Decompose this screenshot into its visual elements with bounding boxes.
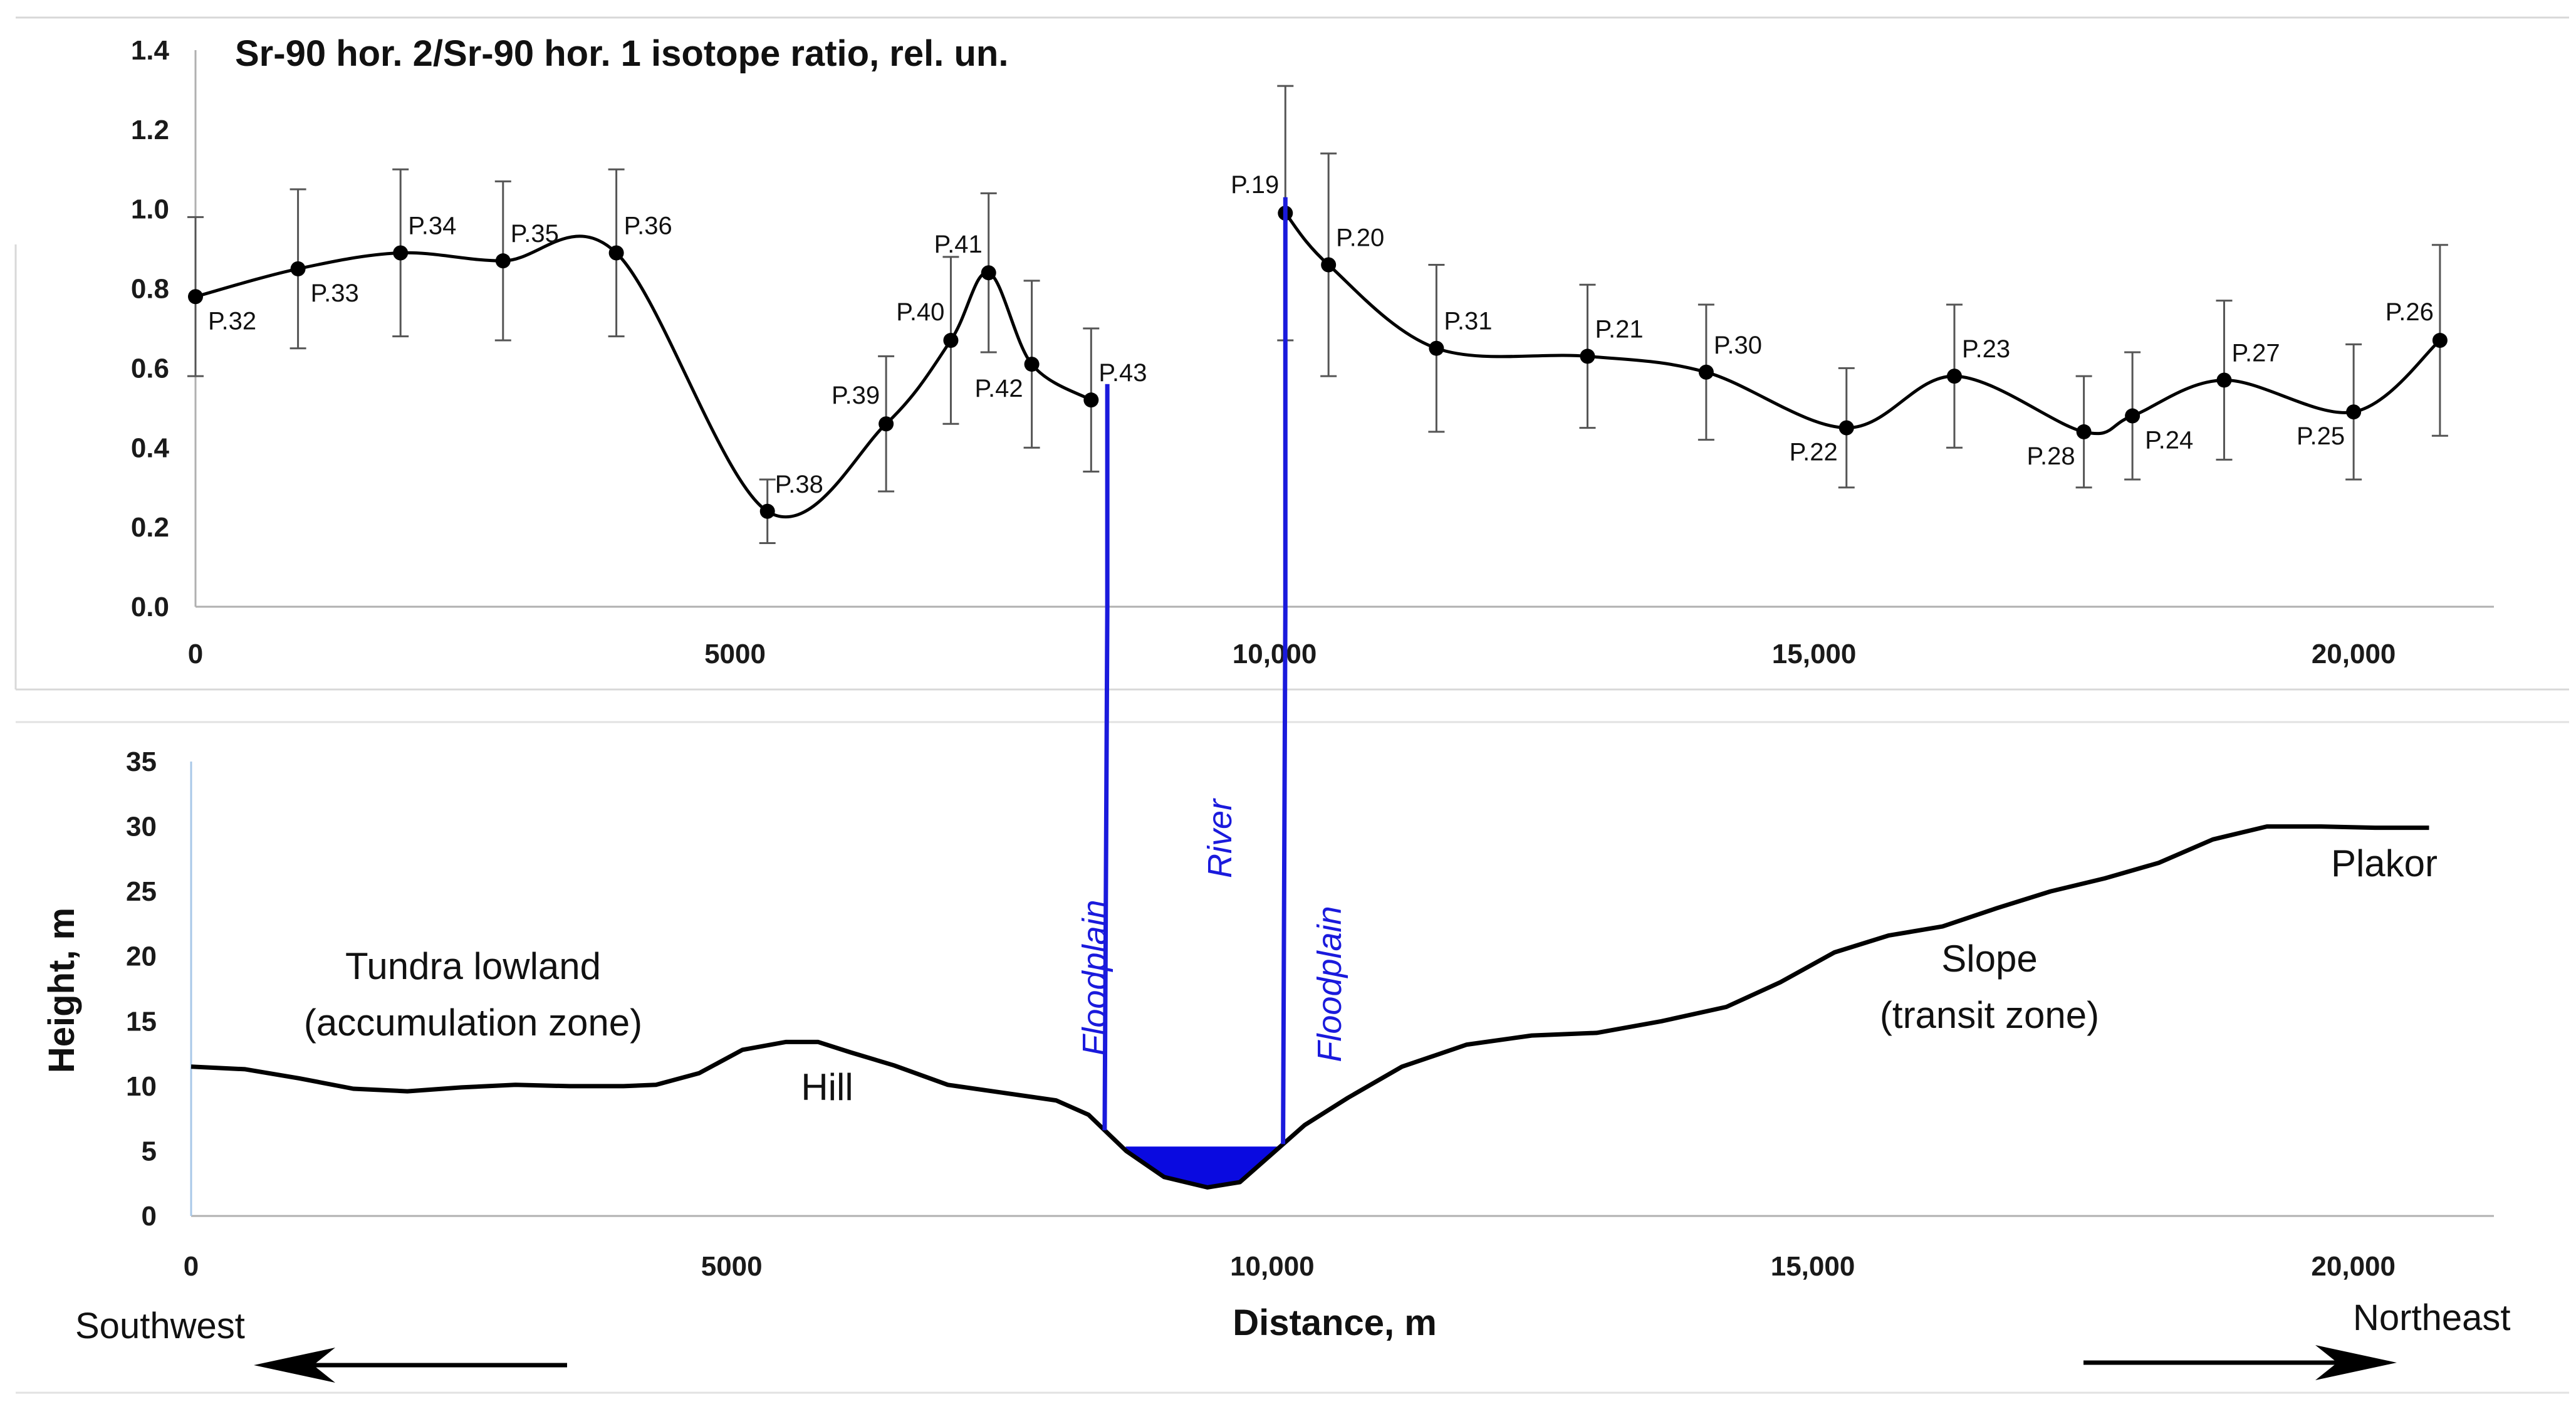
data-point	[1946, 369, 1962, 384]
data-point	[879, 416, 894, 432]
height-y-tick-label: 0	[142, 1201, 157, 1232]
top-y-tick-label: 0.4	[131, 432, 170, 463]
sample-point-label: P.36	[624, 212, 672, 239]
top-x-tick-label: 10,000	[1233, 639, 1317, 669]
data-point	[188, 289, 203, 305]
sample-point-label: P.32	[208, 307, 256, 335]
floodplain-boundaries	[1102, 197, 1288, 1145]
floodplain-boundary-line	[1102, 384, 1110, 1131]
sample-point-label: P.28	[2026, 443, 2075, 470]
distance-x-tick-label: 20,000	[2311, 1251, 2396, 1282]
sample-point-label: P.40	[896, 298, 944, 326]
sample-point-label: P.23	[1962, 335, 2010, 363]
data-point	[1580, 348, 1595, 364]
sample-point-label: P.26	[2386, 298, 2434, 326]
data-point	[1698, 364, 1714, 380]
sample-point-labels: P.32 P.33 P.34 P.35 P.36 P.38 P.39 P.40 P.41 P.42…	[208, 171, 2434, 498]
top-y-tick-label: 1.0	[131, 194, 169, 225]
height-y-tick-label: 5	[142, 1136, 157, 1166]
floodplain-right-label: Floodplain	[1311, 906, 1348, 1062]
southwest-arrow	[254, 1348, 567, 1383]
data-point	[2346, 404, 2362, 420]
data-point	[495, 253, 511, 269]
height-y-tick-label: 25	[126, 876, 157, 907]
top-x-tick-label: 5000	[704, 639, 766, 669]
sample-point-label: P.42	[974, 375, 1023, 402]
data-point	[1083, 392, 1099, 408]
sample-point-label: P.34	[408, 212, 456, 239]
top-y-tick-label: 1.4	[131, 35, 170, 66]
top-x-tick-label: 0	[188, 639, 203, 669]
sample-point-label: P.19	[1231, 171, 1279, 199]
distance-x-tick-label: 15,000	[1771, 1251, 1855, 1282]
data-point	[943, 333, 959, 348]
distance-x-tick-label: 10,000	[1230, 1251, 1315, 1282]
data-point	[2125, 408, 2141, 424]
sample-point-label: P.20	[1336, 224, 1384, 252]
top-x-tick-label: 15,000	[1772, 639, 1857, 669]
distance-x-tick-label: 0	[184, 1251, 199, 1282]
slope-label: Slope	[1941, 938, 2037, 980]
data-point	[1838, 420, 1854, 436]
top-x-tick-labels: 0 5000 10,000 15,000 20,000	[188, 639, 2396, 669]
northeast-label: Northeast	[2353, 1297, 2510, 1338]
data-point	[981, 265, 996, 281]
isotope-ratio-points	[188, 206, 2448, 519]
top-y-tick-label: 0.6	[131, 353, 169, 384]
data-point	[1321, 257, 1337, 273]
height-y-tick-label: 20	[126, 941, 157, 972]
sample-point-label: P.43	[1098, 359, 1147, 387]
height-y-tick-label: 15	[126, 1006, 157, 1037]
data-point	[608, 245, 624, 261]
sample-point-label: P.24	[2145, 427, 2193, 454]
sample-point-label: P.21	[1595, 315, 1643, 343]
top-y-tick-label: 1.2	[131, 115, 169, 145]
top-panel: Sr-90 hor. 2/Sr-90 hor. 1 isotope ratio,…	[14, 16, 2569, 691]
sample-point-label: P.39	[832, 382, 880, 409]
data-point	[1429, 340, 1444, 356]
terrain-profile-line	[190, 824, 2429, 1190]
distance-x-tick-label: 5000	[701, 1251, 763, 1282]
transit-zone-label: (transit zone)	[1880, 994, 2099, 1036]
sample-point-label: P.35	[511, 220, 559, 248]
northeast-arrow	[2083, 1345, 2397, 1380]
distance-axis-label: Distance, m	[1233, 1302, 1437, 1343]
southwest-label: Southwest	[75, 1306, 245, 1346]
sample-point-label: P.30	[1714, 332, 1762, 359]
top-y-tick-label: 0.8	[131, 274, 169, 305]
top-y-tick-label: 0.0	[131, 592, 169, 622]
tundra-lowland-label: Tundra lowland	[345, 945, 601, 987]
data-point	[2076, 424, 2092, 439]
isotope-chart-title: Sr-90 hor. 2/Sr-90 hor. 1 isotope ratio,…	[235, 33, 1008, 74]
top-y-tick-labels: 0.0 0.2 0.4 0.6 0.8 1.0 1.2 1.4	[131, 35, 170, 622]
floodplain-boundary-line	[1281, 197, 1288, 1145]
height-y-tick-label: 10	[126, 1071, 157, 1102]
sample-point-label: P.41	[934, 231, 983, 258]
sample-point-label: P.33	[311, 280, 359, 307]
plakor-label: Plakor	[2331, 842, 2438, 884]
sample-point-label: P.31	[1444, 308, 1492, 335]
height-y-tick-label: 30	[126, 812, 157, 842]
river-label: River	[1201, 798, 1239, 878]
sample-point-label: P.22	[1790, 439, 1838, 466]
data-point	[759, 503, 775, 519]
sample-point-label: P.25	[2297, 422, 2345, 450]
hill-label: Hill	[801, 1066, 853, 1108]
data-point	[1024, 357, 1040, 372]
sample-point-label: P.27	[2231, 339, 2280, 367]
top-x-tick-label: 20,000	[2312, 639, 2396, 669]
data-point	[2216, 372, 2232, 388]
accumulation-zone-label: (accumulation zone)	[304, 1002, 642, 1044]
height-y-tick-label: 35	[126, 747, 157, 777]
sample-point-label: P.38	[775, 471, 823, 498]
distance-x-tick-labels: 0 5000 10,000 15,000 20,000	[184, 1251, 2396, 1282]
data-point	[2432, 333, 2448, 348]
top-y-tick-label: 0.2	[131, 512, 169, 543]
data-point	[393, 245, 409, 261]
data-point	[290, 261, 306, 276]
height-axis-label: Height, m	[41, 908, 82, 1073]
height-y-tick-labels: 0 5 10 15 20 25 30 35	[126, 747, 157, 1232]
